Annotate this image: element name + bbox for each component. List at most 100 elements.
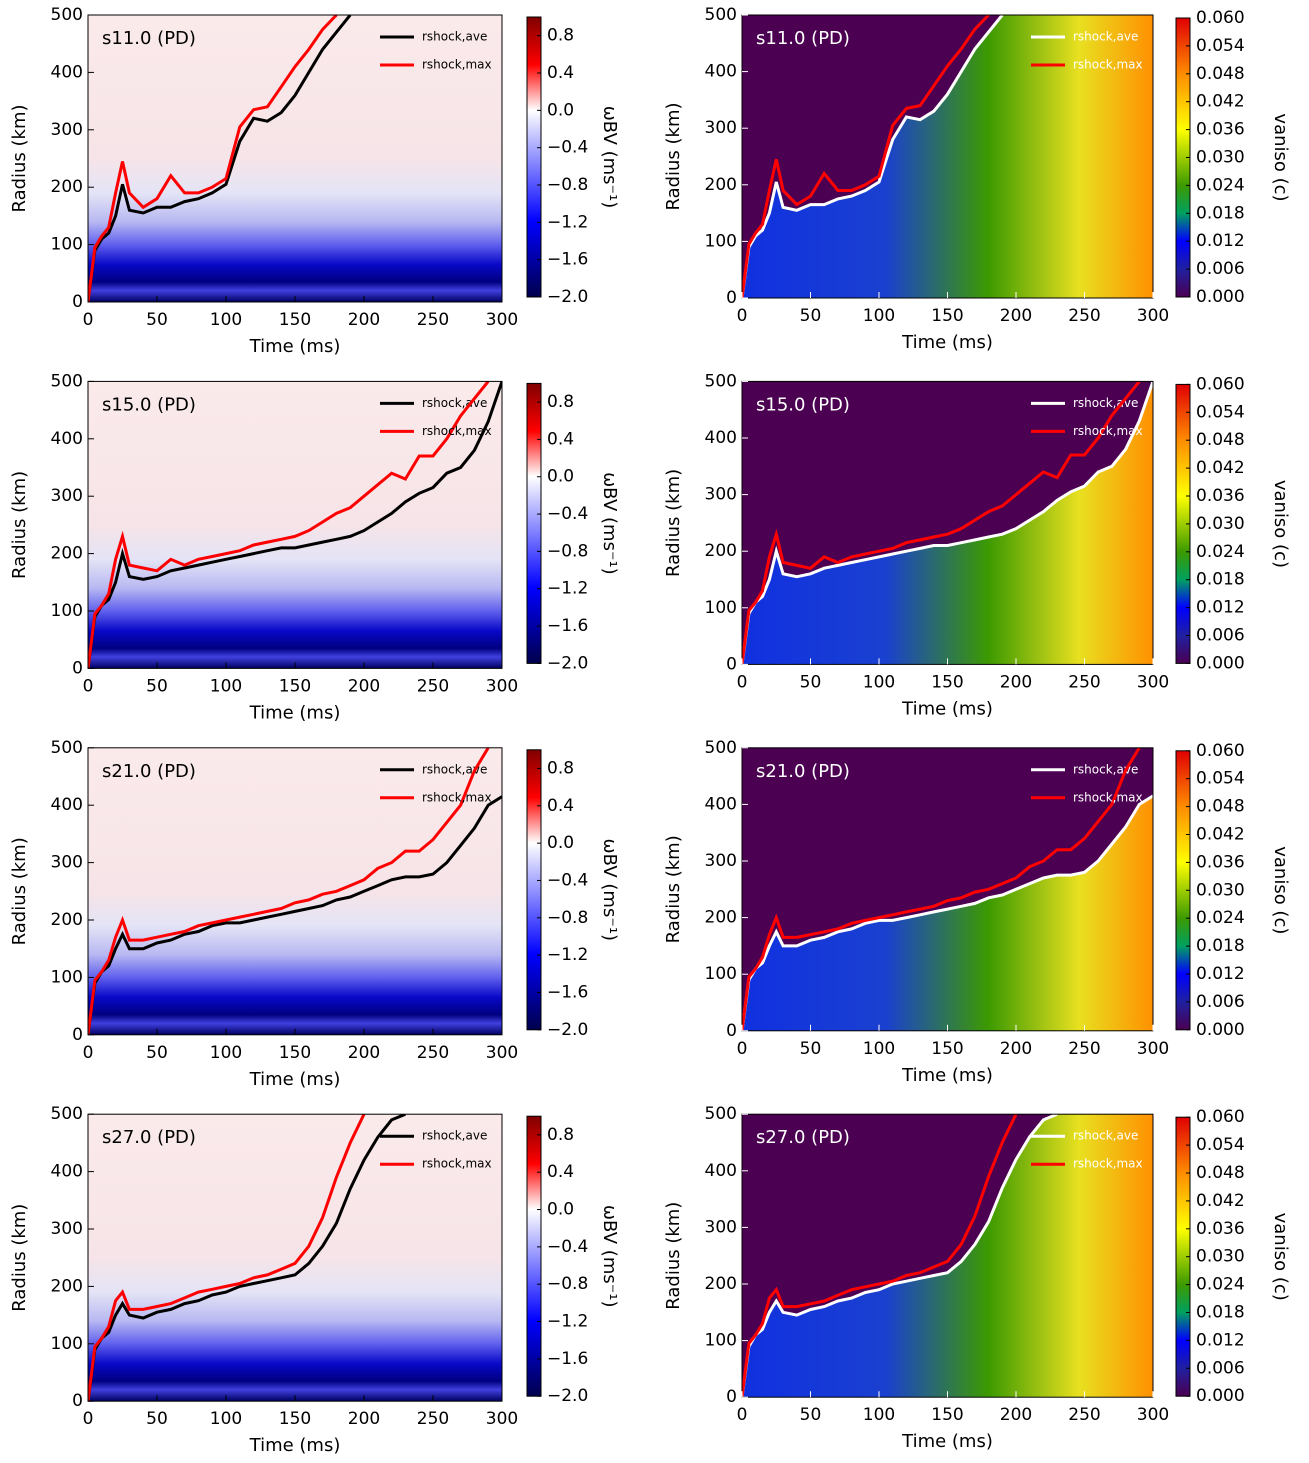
colorbar-tick-label: −1.6 [547, 616, 588, 636]
flow-region [742, 795, 1153, 1031]
panel-label: s15.0 (PD) [756, 394, 850, 415]
x-tick-label: 300 [486, 1409, 518, 1429]
colorbar-tick-label: −1.2 [547, 945, 588, 965]
legend-label: rshock,ave [422, 396, 487, 410]
y-tick-label: 500 [705, 371, 737, 391]
x-tick-label: 150 [279, 676, 311, 696]
colorbar-tick-label: 0.054 [1196, 402, 1245, 422]
colorbar-tick-label: 0.018 [1196, 936, 1245, 956]
y-tick-label: 300 [51, 1219, 83, 1239]
colorbar-tick-label: 0.024 [1196, 175, 1245, 195]
y-tick-label: 100 [51, 1334, 83, 1354]
panel: rshock,ave rshock,max s15.0 (PD) 0 50 100 150 2… [663, 371, 1291, 719]
colorbar-tick-label: 0.042 [1196, 1191, 1245, 1211]
x-axis-label: Time (ms) [249, 702, 341, 723]
legend-label: rshock,ave [1073, 762, 1138, 776]
colorbar-tick-label: 0.060 [1196, 741, 1245, 761]
colorbar-tick-label: 0.8 [547, 392, 574, 412]
y-tick-label: 200 [705, 541, 737, 561]
y-tick-label: 100 [51, 601, 83, 621]
x-tick-label: 150 [279, 1409, 311, 1429]
y-tick-label: 500 [51, 371, 83, 391]
shock-line [742, 15, 1004, 298]
y-tick-label: 0 [726, 1387, 737, 1407]
panel-label: s21.0 (PD) [102, 761, 196, 782]
x-tick-label: 50 [146, 1043, 168, 1063]
y-axis-label: Radius (km) [9, 837, 30, 945]
x-tick-label: 0 [83, 310, 94, 330]
x-tick-label: 100 [863, 306, 895, 326]
colorbar-tick-label: 0.042 [1196, 92, 1245, 112]
colorbar-tick-label: 0.024 [1196, 542, 1245, 562]
colorbar-tick-label: −1.6 [547, 982, 588, 1002]
colorbar-tick-label: −1.2 [547, 212, 588, 232]
y-tick-label: 500 [51, 738, 83, 758]
colorbar-tick-label: 0.018 [1196, 1303, 1245, 1323]
y-tick-label: 400 [51, 795, 83, 815]
colorbar-tick-label: 0.048 [1196, 1163, 1245, 1183]
x-tick-label: 150 [931, 1039, 963, 1059]
colorbar-tick-label: −0.4 [547, 504, 588, 524]
heatmap-background [88, 381, 502, 669]
shock-line [742, 381, 1153, 665]
x-tick-label: 0 [737, 1405, 748, 1425]
shock-line [88, 1114, 406, 1402]
colorbar [526, 16, 542, 298]
x-tick-label: 0 [83, 1043, 94, 1063]
panel: rshock,ave rshock,max s11.0 (PD) 0 50 100 150 2… [9, 5, 620, 357]
x-tick-label: 50 [146, 1409, 168, 1429]
x-tick-label: 250 [417, 1409, 449, 1429]
y-tick-label: 0 [726, 1021, 737, 1041]
colorbar [526, 382, 542, 664]
x-axis-label: Time (ms) [249, 336, 341, 357]
colorbar-tick-label: −1.6 [547, 1349, 588, 1369]
colorbar-tick-label: −0.4 [547, 1237, 588, 1257]
y-tick-label: 100 [51, 967, 83, 987]
x-tick-label: 200 [348, 1409, 380, 1429]
legend-label: rshock,max [1073, 1157, 1143, 1171]
y-tick-label: 100 [705, 964, 737, 984]
colorbar-tick-label: 0.006 [1196, 992, 1245, 1012]
colorbar-tick-label: 0.0 [547, 100, 574, 120]
x-tick-label: 100 [210, 676, 242, 696]
y-tick-label: 200 [51, 910, 83, 930]
x-tick-label: 200 [348, 310, 380, 330]
x-tick-label: 50 [146, 310, 168, 330]
y-tick-label: 300 [705, 118, 737, 138]
panel-label: s11.0 (PD) [102, 28, 196, 49]
colorbar-tick-label: 0.024 [1196, 908, 1245, 928]
colorbar-tick-label: 0.0 [547, 833, 574, 853]
x-axis-label: Time (ms) [901, 698, 993, 719]
colorbar-label: ωBV (ms⁻¹) [599, 839, 620, 942]
x-axis-label: Time (ms) [901, 332, 993, 353]
colorbar-label: vaniso (c) [1270, 480, 1291, 568]
y-tick-label: 0 [726, 288, 737, 308]
colorbar-tick-label: −2.0 [547, 1020, 588, 1040]
colorbar-tick-label: −2.0 [547, 287, 588, 307]
colorbar-tick-label: −0.8 [547, 1274, 588, 1294]
y-tick-label: 400 [705, 794, 737, 814]
panel-label: s27.0 (PD) [756, 1127, 850, 1148]
colorbar-tick-label: −0.4 [547, 870, 588, 890]
legend-label: rshock,max [422, 1157, 492, 1171]
colorbar-tick-label: 0.000 [1196, 1386, 1245, 1406]
colorbar-tick-label: 0.000 [1196, 653, 1245, 673]
colorbar-tick-label: 0.4 [547, 796, 574, 816]
colorbar-tick-label: 0.012 [1196, 1330, 1245, 1350]
colorbar-tick-label: 0.042 [1196, 458, 1245, 478]
colorbar-tick-label: −2.0 [547, 1386, 588, 1406]
x-tick-label: 50 [800, 1405, 822, 1425]
y-tick-label: 500 [51, 1104, 83, 1124]
colorbar-tick-label: 0.006 [1196, 1358, 1245, 1378]
x-tick-label: 200 [1000, 1039, 1032, 1059]
legend-label: rshock,max [1073, 424, 1143, 438]
colorbar-tick-label: 0.030 [1196, 880, 1245, 900]
colorbar-tick-label: 0.060 [1196, 1107, 1245, 1127]
colorbar-tick-label: −0.8 [547, 175, 588, 195]
colorbar-tick-label: 0.000 [1196, 287, 1245, 307]
colorbar-tick-label: 0.006 [1196, 626, 1245, 646]
y-tick-label: 0 [72, 292, 83, 312]
x-tick-label: 50 [800, 306, 822, 326]
colorbar-tick-label: 0.054 [1196, 36, 1245, 56]
y-tick-label: 300 [51, 486, 83, 506]
